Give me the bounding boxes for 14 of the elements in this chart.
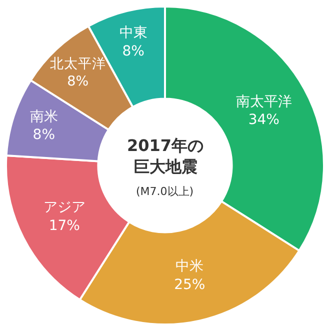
slice-label: 南米 bbox=[30, 109, 58, 126]
text: 2017年の巨大地震 bbox=[127, 136, 204, 176]
data-label: 8% bbox=[32, 127, 56, 144]
data-label: 8% bbox=[122, 43, 144, 60]
data-label: 8% bbox=[67, 73, 89, 90]
slice-label: アジア bbox=[43, 200, 86, 216]
slice-label: 北太平洋 bbox=[50, 56, 106, 72]
slice-label: 中米 bbox=[176, 258, 204, 275]
slice-label: 南太平洋 bbox=[236, 94, 292, 110]
data-label: 17% bbox=[48, 218, 80, 234]
data-label: 34% bbox=[248, 112, 280, 128]
text: (M7.0以上) bbox=[136, 185, 194, 198]
data-label: 25% bbox=[174, 276, 206, 293]
slice-label: 中東 bbox=[119, 25, 148, 42]
